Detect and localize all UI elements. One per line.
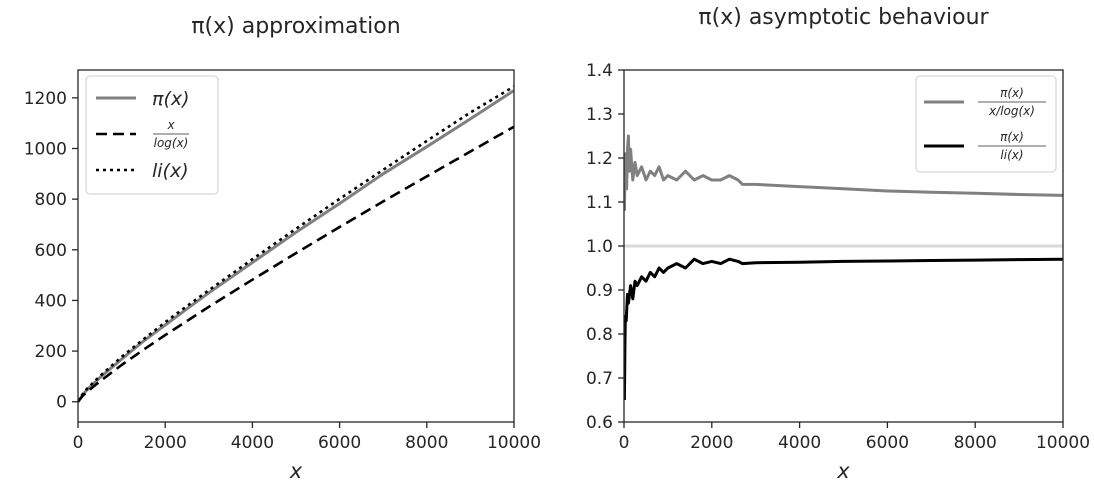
x-tick-label: 4000 <box>778 433 821 453</box>
y-tick-label: 1.0 <box>586 237 613 257</box>
x-tick-label: 2000 <box>690 433 733 453</box>
chart-panel-2: π(x) asymptotic behaviour 0 2000 4000 6000 80… <box>586 5 1090 483</box>
series-line-2 <box>78 125 514 403</box>
y-tick-label: 0 <box>56 393 67 413</box>
x-tick-label: 0 <box>619 433 630 453</box>
y-tick-label: 800 <box>35 190 67 210</box>
x-tick-label: 6000 <box>866 433 909 453</box>
y-tick-label: 0.6 <box>586 413 613 433</box>
y-tick-label: 600 <box>35 241 67 261</box>
y-tick-label: 0.9 <box>586 281 613 301</box>
y-tick-label: 1.3 <box>586 105 613 125</box>
x-tick-label: 10000 <box>1036 433 1090 453</box>
x-tick-label: 10000 <box>487 433 541 453</box>
legend: π(x) x log(x) li(x) <box>85 75 219 195</box>
y-tick-label: 1.2 <box>586 149 613 169</box>
y-tick-label: 1.4 <box>586 61 613 81</box>
y-tick-label: 400 <box>35 291 67 311</box>
legend-box <box>85 75 219 195</box>
x-tick-label: 4000 <box>231 433 274 453</box>
x-tick-label: 6000 <box>318 433 361 453</box>
series-line-1 <box>624 134 1063 211</box>
legend-label-denominator: li(x) <box>1000 148 1023 162</box>
y-tick-label: 1.1 <box>586 193 613 213</box>
legend-label-numerator: π(x) <box>1000 130 1024 144</box>
chart-title: π(x) asymptotic behaviour <box>698 5 989 30</box>
series-line-2 <box>624 257 1063 401</box>
x-tick-label: 8000 <box>405 433 448 453</box>
legend: π(x) x/log(x) π(x) li(x) <box>915 75 1057 173</box>
y-tick-label: 1000 <box>24 140 67 160</box>
y-tick-label: 0.8 <box>586 325 613 345</box>
legend-label-numerator: x <box>166 118 175 132</box>
x-axis-label: x <box>289 459 303 483</box>
x-axis-label: x <box>836 459 850 483</box>
plot-frame <box>77 69 515 423</box>
x-tick-label: 2000 <box>144 433 187 453</box>
y-tick-label: 0.7 <box>586 369 613 389</box>
y-tick-label: 1200 <box>24 89 67 109</box>
chart-title: π(x) approximation <box>191 14 400 39</box>
x-tick-label: 0 <box>73 433 84 453</box>
legend-box <box>915 75 1057 173</box>
legend-label-denominator: x/log(x) <box>988 104 1035 118</box>
legend-label-numerator: π(x) <box>1000 86 1024 100</box>
x-tick-label: 8000 <box>954 433 997 453</box>
legend-label-denominator: log(x) <box>154 136 189 150</box>
legend-label: li(x) <box>152 160 189 182</box>
y-tick-label: 200 <box>35 342 67 362</box>
legend-label: π(x) <box>152 88 190 110</box>
